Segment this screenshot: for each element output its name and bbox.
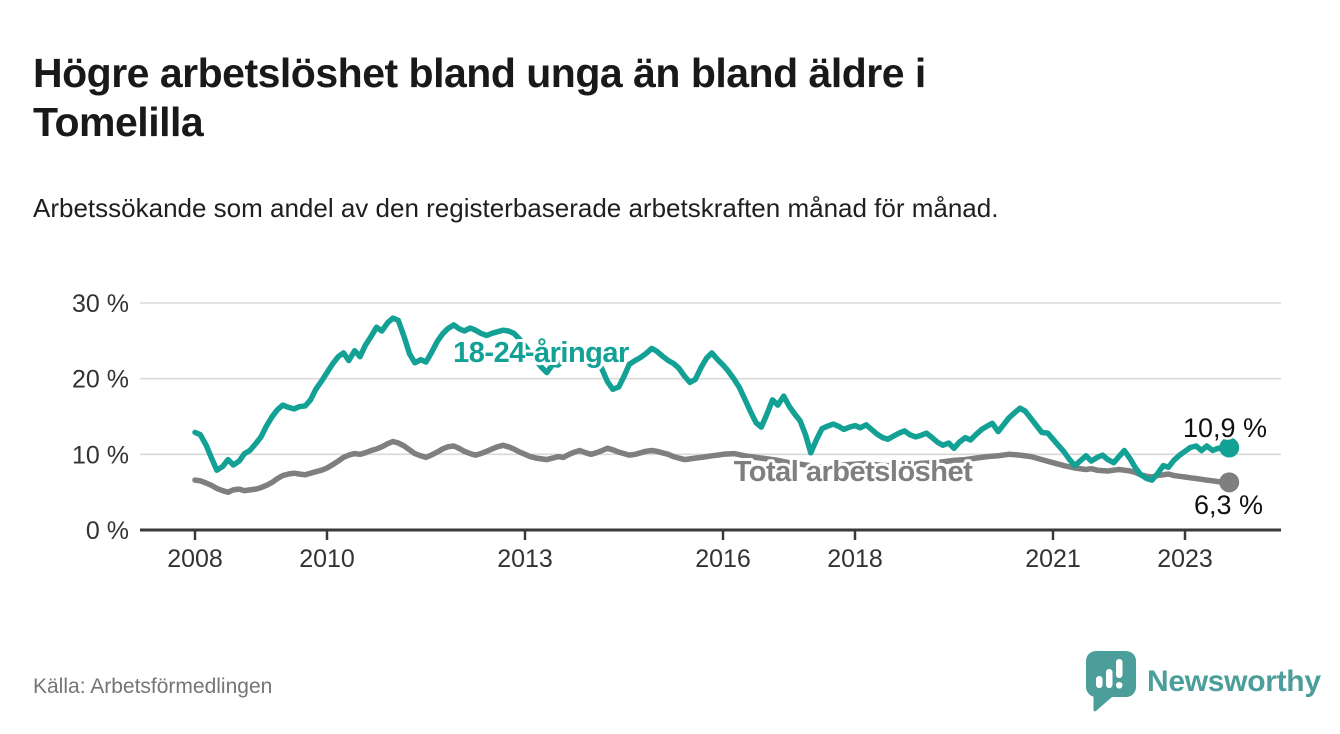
x-tick-label: 2010: [299, 545, 355, 573]
x-tick-label: 2016: [695, 545, 751, 573]
y-tick-label: 20 %: [72, 366, 129, 394]
series-end-dot: [1219, 437, 1240, 458]
series-end-dot: [1219, 472, 1240, 493]
page-title: Högre arbetslöshet bland unga än bland ä…: [33, 50, 926, 145]
axes: [140, 528, 1281, 540]
end-value-label: 10,9 %: [1183, 413, 1267, 443]
series-lines: [192, 315, 1240, 495]
x-tick-label: 2018: [827, 545, 883, 573]
source-note: Källa: Arbetsförmedlingen: [33, 675, 273, 698]
series-line-young: [192, 315, 1232, 483]
y-tick-label: 30 %: [72, 290, 129, 318]
x-tick-label: 2008: [167, 545, 223, 573]
speech-bubble-chart-icon: [1086, 651, 1136, 712]
chart-subtitle: Arbetssökande som andel av den registerb…: [33, 193, 999, 223]
newsworthy-logo: Newsworthy: [1086, 651, 1321, 713]
chart-labels: 0 % 10 % 20 % 30 % 2008 2010 2013 2016 2018 2021 2…: [72, 290, 1269, 573]
end-value-label: 6,3 %: [1194, 490, 1263, 520]
series-label: 18-24-åringar: [453, 337, 629, 369]
series-label: Total arbetslöshet: [734, 456, 973, 488]
series-line-total: [192, 438, 1232, 495]
x-tick-label: 2021: [1025, 545, 1081, 573]
newsworthy-wordmark: Newsworthy: [1147, 665, 1321, 698]
y-tick-label: 10 %: [72, 441, 129, 469]
gridlines: [140, 302, 1281, 456]
y-tick-label: 0 %: [86, 517, 129, 545]
x-tick-label: 2023: [1157, 545, 1213, 573]
x-tick-label: 2013: [497, 545, 553, 573]
